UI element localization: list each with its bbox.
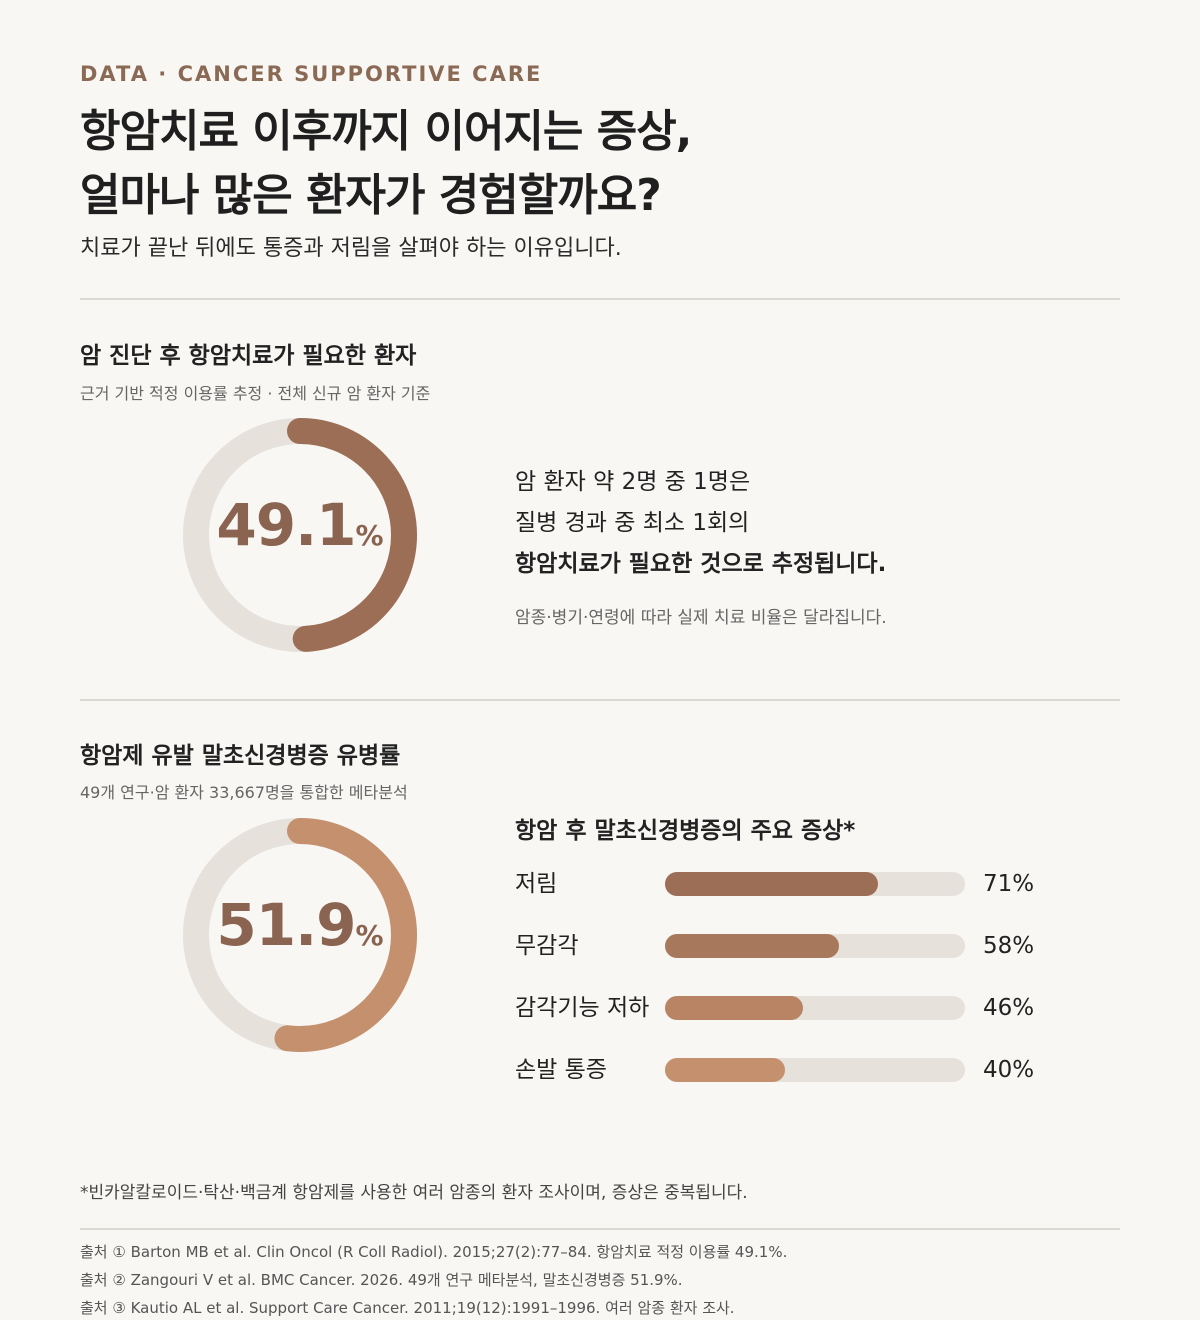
bar-category-label: 손발 통증 [515,1057,607,1083]
bar-category-label: 무감각 [515,933,579,959]
bar [665,996,803,1020]
page-title-line2: 얼마나 많은 환자가 경험할까요? [80,170,662,221]
section1-subtitle: 근거 기반 적정 이용률 추정 · 전체 신규 암 환자 기준 [80,384,431,403]
divider [80,1228,1120,1230]
divider [80,298,1120,300]
section2-title: 항암제 유발 말초신경병증 유병률 [80,743,401,769]
bar-value-label: 58% [983,933,1035,959]
donut-value-label: 49.1% [180,491,420,559]
sources-list: 출처 ① Barton MB et al. Clin Oncol (R Coll… [80,1238,787,1320]
donut-value: 51.9 [216,891,356,959]
bar-track [665,996,965,1020]
bar-value-label: 40% [983,1057,1035,1083]
desc-line2: 질병 경과 중 최소 1회의 [515,510,750,536]
footnote: *빈카알칼로이드·탁산·백금계 항암제를 사용한 여러 암종의 환자 조사이며,… [80,1183,748,1203]
donut-value-label: 51.9% [180,891,420,959]
donut-chart-neuropathy [183,818,417,1052]
source-item: 출처 ① Barton MB et al. Clin Oncol (R Coll… [80,1243,788,1261]
source-item: 출처 ② Zangouri V et al. BMC Cancer. 2026.… [80,1271,683,1289]
page-subtitle: 치료가 끝난 뒤에도 통증과 저림을 살펴야 하는 이유입니다. [80,236,622,261]
bar-category-label: 저림 [515,871,558,897]
donut-arc [183,418,417,652]
bar-row: 저림 71% [515,869,1075,899]
bar-value-label: 71% [983,871,1035,897]
section1-title: 암 진단 후 항암치료가 필요한 환자 [80,343,417,369]
bar [665,872,878,896]
donut-unit: % [355,919,384,952]
source-item: 출처 ③ Kautio AL et al. Support Care Cance… [80,1299,735,1317]
donut-unit: % [355,519,384,552]
bar-row: 손발 통증 40% [515,1055,1075,1085]
bar [665,934,839,958]
bar-track [665,1058,965,1082]
bar-row: 감각기능 저하 46% [515,993,1075,1023]
donut-value: 49.1 [216,491,356,559]
page-title-line1: 항암치료 이후까지 이어지는 증상, [80,106,692,157]
donut-arc [183,818,417,1052]
page-title: 항암치료 이후까지 이어지는 증상, 얼마나 많은 환자가 경험할까요? [80,100,692,228]
donut-chart-treatment [183,418,417,652]
bar-track [665,934,965,958]
section1-note: 암종·병기·연령에 따라 실제 치료 비율은 달라집니다. [515,608,887,628]
bar-chart-title: 항암 후 말초신경병증의 주요 증상* [515,818,856,844]
bar-track [665,872,965,896]
bar [665,1058,785,1082]
bar-value-label: 46% [983,995,1035,1021]
section1-description: 암 환자 약 2명 중 1명은 질병 경과 중 최소 1회의 항암치료가 필요한… [515,462,886,585]
desc-line3: 항암치료가 필요한 것으로 추정됩니다. [515,551,887,577]
divider [80,699,1120,701]
bar-category-label: 감각기능 저하 [515,995,650,1021]
eyebrow-label: DATA · CANCER SUPPORTIVE CARE [80,62,543,86]
section2-subtitle: 49개 연구·암 환자 33,667명을 통합한 메타분석 [80,783,408,802]
desc-line1: 암 환자 약 2명 중 1명은 [515,469,751,495]
bar-row: 무감각 58% [515,931,1075,961]
